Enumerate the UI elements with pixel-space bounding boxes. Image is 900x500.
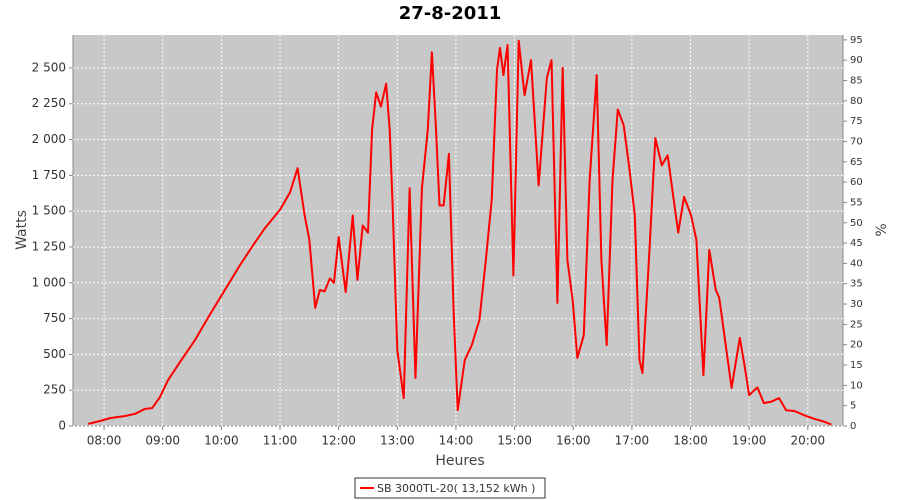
y2-tick-label: 35 — [850, 279, 863, 290]
y2-tick-label: 65 — [850, 157, 863, 168]
y2-tick-label: 75 — [850, 116, 863, 127]
x-tick-label: 19:00 — [732, 434, 767, 448]
x-tick-label: 11:00 — [263, 434, 298, 448]
plot-area — [73, 35, 843, 426]
y-axis-label: Watts — [14, 210, 30, 250]
y-tick-label: 2 000 — [32, 132, 66, 146]
y2-tick-label: 5 — [850, 401, 856, 412]
x-tick-label: 20:00 — [791, 434, 826, 448]
y-tick-label: 1 000 — [32, 275, 66, 289]
y2-tick-label: 70 — [850, 136, 863, 147]
y2-tick-label: 20 — [850, 340, 863, 351]
y-tick-label: 0 — [58, 419, 66, 433]
legend — [354, 477, 546, 499]
y2-tick-label: 0 — [850, 421, 856, 432]
y2-tick-label: 40 — [850, 258, 863, 269]
y-tick-label: 1 500 — [32, 204, 66, 218]
y2-tick-label: 60 — [850, 177, 863, 188]
y-tick-label: 2 250 — [32, 96, 66, 110]
y2-tick-label: 55 — [850, 197, 863, 208]
y2-tick-label: 30 — [850, 299, 863, 310]
x-tick-label: 09:00 — [145, 434, 180, 448]
y2-tick-label: 95 — [850, 35, 863, 46]
data-line — [88, 39, 832, 426]
y2-tick-label: 85 — [850, 76, 863, 87]
x-tick-label: 15:00 — [497, 434, 532, 448]
y2-tick-label: 80 — [850, 96, 863, 107]
y2-tick-label: 45 — [850, 238, 863, 249]
x-axis-label: Heures — [435, 453, 484, 469]
y2-tick-label: 50 — [850, 218, 863, 229]
chart-title: 27-8-2011 — [399, 3, 502, 24]
y-tick-label: 250 — [43, 383, 66, 397]
y-tick-label: 2 500 — [32, 60, 66, 74]
y2-tick-label: 10 — [850, 380, 863, 391]
x-tick-label: 17:00 — [615, 434, 650, 448]
x-tick-label: 16:00 — [556, 434, 591, 448]
legend-label: SB 3000TL-20( 13,152 kWh ) — [377, 482, 535, 495]
x-tick-label: 18:00 — [673, 434, 708, 448]
x-tick-label: 14:00 — [439, 434, 474, 448]
y2-axis-label: % — [874, 223, 890, 236]
x-tick-label: 10:00 — [204, 434, 239, 448]
y-tick-label: 1 750 — [32, 168, 66, 182]
y2-tick-label: 25 — [850, 319, 863, 330]
y2-tick-label: 90 — [850, 55, 863, 66]
y-tick-label: 750 — [43, 311, 66, 325]
y-tick-label: 500 — [43, 347, 66, 361]
x-tick-label: 13:00 — [380, 434, 415, 448]
x-tick-label: 08:00 — [87, 434, 122, 448]
y2-tick-label: 15 — [850, 360, 863, 371]
x-tick-label: 12:00 — [321, 434, 356, 448]
y-tick-label: 1 250 — [32, 239, 66, 253]
